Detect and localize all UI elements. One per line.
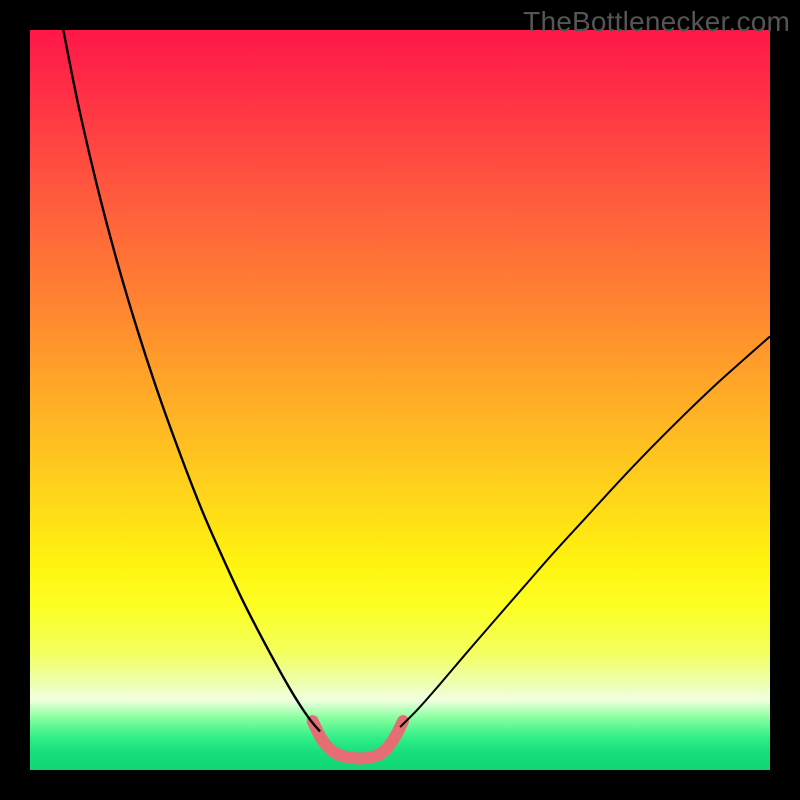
chart-frame: TheBottlenecker.com [0,0,800,800]
watermark-text: TheBottlenecker.com [523,6,790,38]
plot-background [30,30,770,770]
chart-svg [0,0,800,800]
